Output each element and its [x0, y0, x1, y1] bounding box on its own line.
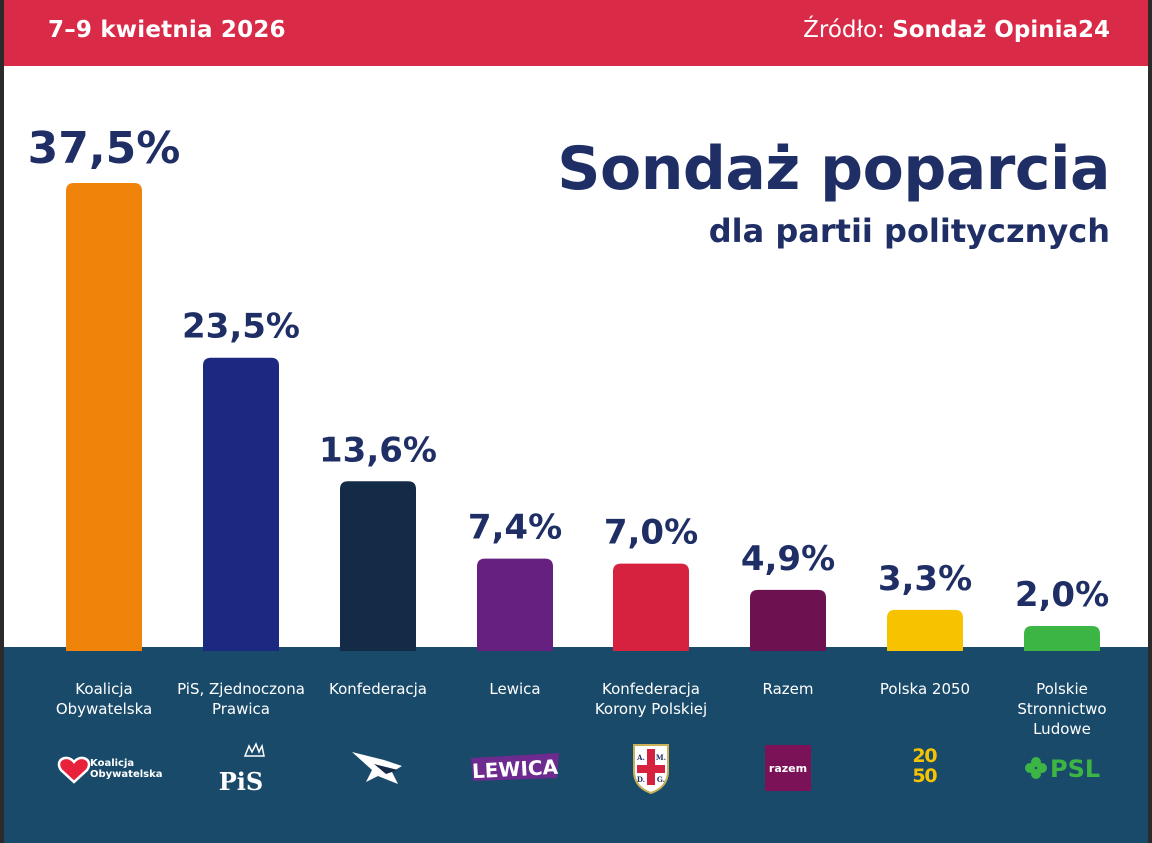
value-label-1: 37,5%: [28, 123, 181, 174]
bar-2: [203, 357, 279, 651]
shield-letter-1: A.: [636, 753, 645, 762]
value-label-5: 7,0%: [604, 513, 698, 553]
party-label-3: Konfederacja: [329, 680, 427, 698]
chart-base-band: [4, 647, 1148, 843]
party-label-5: Konfederacja Korony Polskiej: [595, 680, 707, 718]
logo-ko-text-2: Obywatelska: [90, 769, 163, 780]
frame-right: [1148, 0, 1152, 843]
poll-source: Źródło: Sondaż Opinia24: [803, 17, 1110, 43]
logo-psl: PSL: [1025, 755, 1100, 783]
polska2050-digit-3: 5: [912, 765, 925, 787]
pis-logo: PiS: [219, 767, 264, 796]
value-label-6: 4,9%: [741, 539, 835, 579]
party-label-1: Koalicja Obywatelska: [56, 680, 152, 718]
source-prefix: Źródło:: [803, 17, 885, 43]
logo-kkp: A. M. D. G.: [633, 744, 669, 795]
logo-ko-text-1: Koalicja: [90, 758, 134, 769]
bar-8: [1024, 626, 1100, 651]
eagle-icon: [352, 752, 402, 784]
bar-4: [477, 558, 553, 651]
polska2050-digit-4: 0: [924, 765, 937, 787]
bar-3: [340, 481, 416, 651]
party-label-8: Polskie Stronnictwo Ludowe: [1017, 680, 1106, 738]
poll-date: 7–9 kwietnia 2026: [48, 17, 286, 43]
chart-subtitle: dla partii politycznych: [708, 212, 1110, 250]
value-label-4: 7,4%: [468, 508, 562, 548]
value-label-3: 13,6%: [319, 430, 437, 470]
razem-badge: [765, 745, 811, 791]
shield-letter-3: D.: [637, 775, 645, 784]
party-label-6: Razem: [763, 680, 814, 698]
logo-polska2050: 2050: [912, 745, 937, 787]
bar-7: [887, 609, 963, 651]
razem-logo: razem: [769, 762, 807, 775]
chart-title: Sondaż poparcia: [557, 134, 1110, 204]
header-bar: 7–9 kwietnia 2026 Źródło: Sondaż Opinia2…: [4, 0, 1148, 66]
lewica-logo: LEWICA: [471, 755, 559, 783]
party-label-7: Polska 2050: [880, 680, 970, 698]
logo-konfederacja: [352, 752, 402, 784]
shield-letter-4: G.: [657, 775, 665, 784]
bar-1: [66, 183, 142, 651]
shield-cross-h: [637, 765, 665, 773]
source-name: Sondaż Opinia24: [892, 17, 1110, 43]
polska2050-digit-2: 0: [924, 745, 937, 767]
value-label-2: 23,5%: [182, 307, 300, 347]
value-label-8: 2,0%: [1015, 575, 1109, 615]
logo-pis: PiS: [219, 742, 265, 796]
bar-6: [750, 589, 826, 651]
value-label-7: 3,3%: [878, 559, 972, 599]
logo-razem: razem: [765, 745, 811, 791]
party-label-4: Lewica: [489, 680, 540, 698]
shield-letter-2: M.: [656, 753, 666, 762]
clover-leaf-4: [1025, 763, 1035, 773]
lewica-badge: [471, 753, 559, 781]
eagle-wing-detail: [374, 764, 398, 774]
psl-logo: PSL: [1050, 755, 1100, 783]
polska2050-digit-1: 2: [912, 745, 925, 767]
logo-lewica: LEWICA: [471, 753, 559, 783]
frame-left: [0, 0, 4, 843]
crown-icon: [243, 742, 265, 757]
party-label-2: PiS, Zjednoczona Prawica: [177, 680, 305, 718]
bar-5: [613, 563, 689, 651]
heart-icon: [57, 756, 91, 784]
